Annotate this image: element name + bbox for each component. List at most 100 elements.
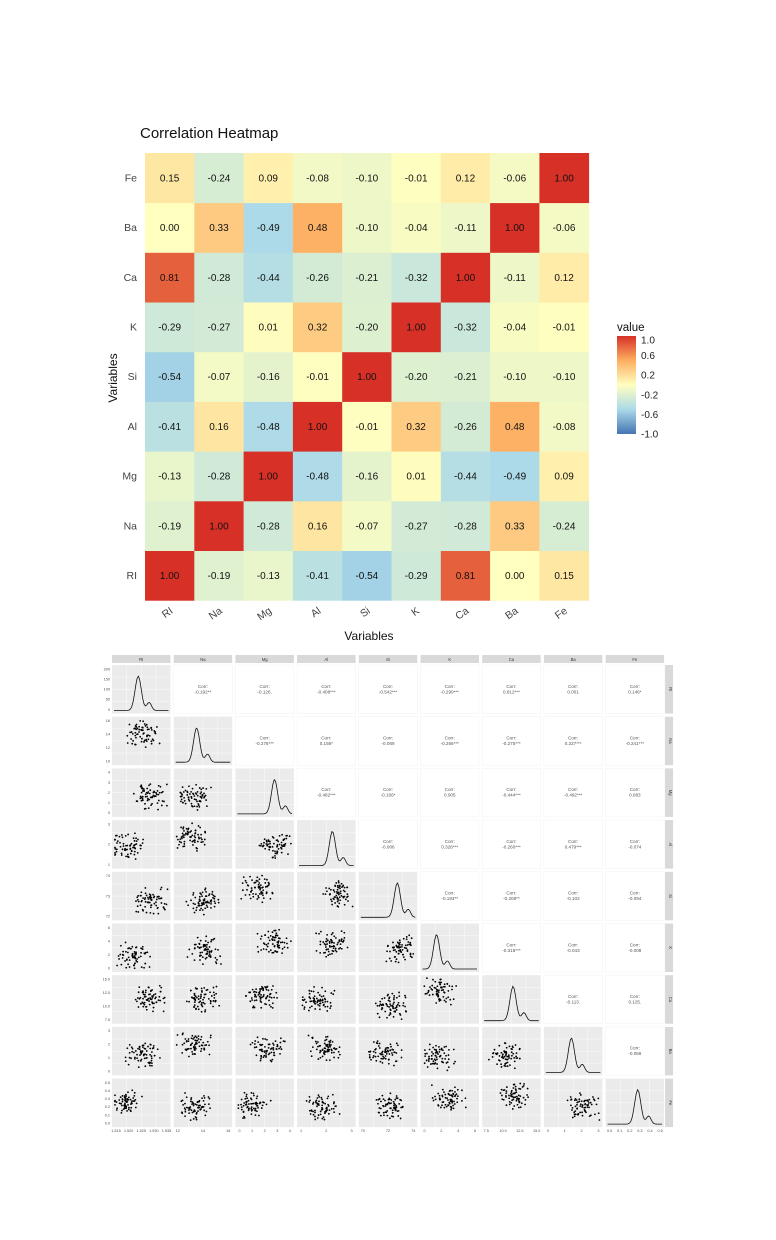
scatter-point [208, 1097, 211, 1100]
scatter-point [204, 1010, 206, 1013]
scatter-point [378, 1047, 381, 1049]
scatter-point [374, 1051, 377, 1054]
heatmap-cell-label-Al-Mg: -0.48 [257, 422, 280, 433]
scatter-point [267, 1046, 270, 1049]
scatter-point [317, 1045, 319, 1048]
strip-top-Al [297, 655, 356, 663]
scatter-point [262, 995, 265, 998]
scatter-point [215, 962, 218, 965]
scatter-point [120, 1102, 122, 1105]
scatter-point [121, 1098, 124, 1100]
heatmap-cell-label-Al-Ba: 0.48 [505, 422, 525, 433]
scatter-point [328, 1059, 331, 1061]
scatter-point [157, 912, 160, 915]
scatter-point [260, 843, 263, 845]
corr-panel-K-Ba [543, 923, 603, 973]
scatter-point [501, 1053, 504, 1056]
scatter-point [144, 802, 146, 805]
scatter-point [260, 949, 263, 951]
heatmap-cell-label-Fe-Si: -0.10 [355, 173, 378, 184]
scatter-point [139, 1060, 142, 1062]
scatter-point [258, 1102, 261, 1105]
scatter-point [139, 996, 142, 999]
scatter-point [278, 928, 281, 931]
scatter-point [255, 1103, 258, 1105]
scatter-point [134, 832, 136, 835]
scatter-point [120, 1111, 123, 1114]
scatter-point [385, 1103, 388, 1106]
scatter-point [140, 891, 143, 894]
heatmap-cell-Si-Ba [490, 351, 540, 402]
scatter-point [317, 1114, 320, 1117]
scatter-point [182, 834, 185, 837]
scatter-point [378, 1016, 381, 1019]
scatter-point [210, 906, 212, 909]
heatmap-cell-label-K-Fe: -0.01 [553, 322, 576, 333]
corr-prefix-K-Ca: Corr: [506, 942, 516, 947]
scatter-point [307, 1034, 310, 1037]
heatmap-cell-K-Ba [490, 302, 540, 353]
scatter-point [445, 1045, 447, 1048]
scatter-point [454, 1086, 456, 1089]
scatter-point [321, 1107, 324, 1110]
scatter-point [125, 855, 127, 858]
scatter-point [449, 998, 452, 1001]
scatter-point [444, 1093, 447, 1096]
scatter-point [139, 795, 142, 798]
heatmap-cell-label-RI-Mg: -0.13 [257, 571, 280, 582]
strip-right-label-Al: Al [668, 842, 673, 846]
scatter-point [511, 1048, 513, 1051]
scatter-point [203, 843, 206, 846]
scatter-point [206, 988, 209, 991]
scatter-point [580, 1100, 583, 1103]
scatter-point [506, 1055, 509, 1058]
scatter-point [200, 841, 203, 844]
scatter-point [263, 1051, 266, 1054]
scatter-point [202, 1099, 205, 1102]
scatter-point [196, 809, 199, 811]
scatter-point [452, 1104, 454, 1107]
scatter-point [253, 1046, 256, 1049]
scatter-point [192, 892, 195, 894]
corr-panel-K-Fe [605, 923, 665, 973]
scatter-point [329, 1007, 332, 1010]
scatter-point [205, 787, 208, 790]
scatter-point [265, 843, 268, 845]
scatter-point [588, 1098, 591, 1101]
scatter-point [137, 894, 140, 897]
scatter-point [586, 1099, 589, 1102]
heatmap-cell-Si-Si [342, 351, 392, 402]
scatter-point [158, 895, 160, 898]
corr-value-RI-Fe: 0.146* [628, 689, 641, 694]
corr-value-Na-Fe: -0.241*** [626, 741, 645, 746]
scatter-point [277, 848, 280, 850]
scatter-point [277, 942, 280, 944]
scatter-point [134, 952, 137, 955]
scatter-point [343, 937, 346, 939]
scatter-point [133, 844, 135, 847]
scatter-point [329, 1039, 332, 1042]
scatter-point [399, 946, 402, 949]
scatter-point [316, 1097, 319, 1099]
legend-ticks: 1.00.60.2-0.2-0.6-1.0 [641, 336, 659, 441]
corr-prefix-RI-Ba: Corr: [568, 684, 578, 689]
heatmap-cell-label-Ba-Si: -0.10 [355, 223, 378, 234]
scatter-point [187, 1040, 190, 1043]
scatter-point [270, 1051, 273, 1054]
scatter-point [389, 1117, 391, 1120]
scatter-point [133, 839, 136, 842]
scatter-point [203, 987, 206, 989]
col-tick-Si-1: 72 [386, 1129, 390, 1133]
scatter-point [325, 937, 328, 940]
scatter-point [521, 1086, 524, 1088]
row-tick-RI-0: 200 [104, 667, 110, 671]
scatter-point [308, 1009, 310, 1012]
scatter-point [193, 841, 196, 844]
scatter-point [440, 981, 443, 984]
heatmap-cell-Fe-K [391, 153, 442, 204]
scatter-point [217, 948, 219, 951]
scatter-point [514, 1085, 517, 1088]
scatter-point [322, 941, 325, 943]
scatter-point [190, 1098, 192, 1101]
heatmap-cell-label-Al-K: 0.32 [406, 422, 426, 433]
